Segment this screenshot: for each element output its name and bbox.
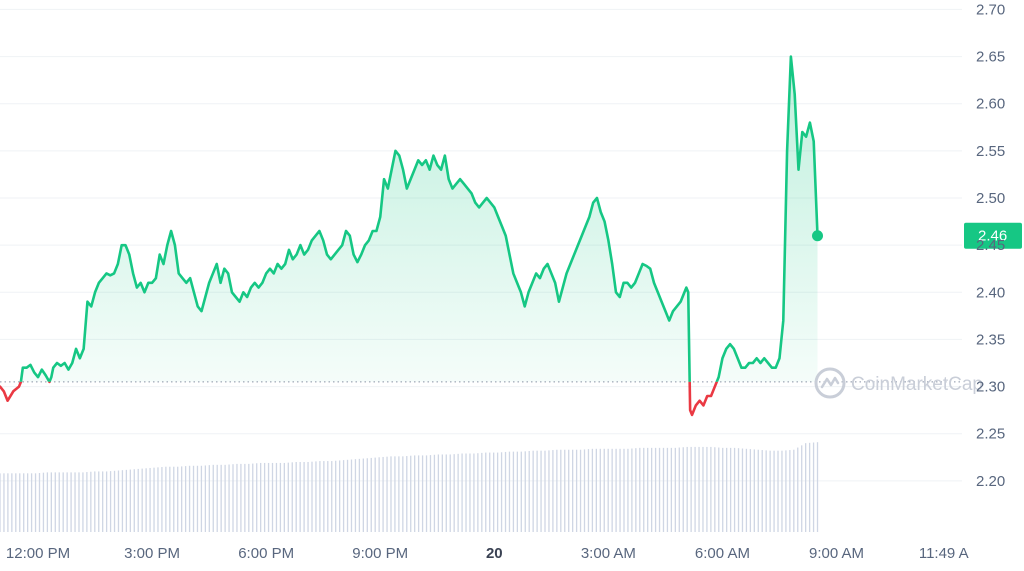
x-axis: 12:00 PM 3:00 PM 6:00 PM 9:00 PM 20 3:00 AM 6:…: [6, 545, 969, 562]
y-tick-label: 2.45: [976, 237, 1005, 254]
watermark: CoinMarketCap: [814, 367, 983, 399]
x-tick-label: 20: [486, 545, 503, 562]
current-price-label: 2.46: [978, 228, 1007, 245]
y-tick-label: 2.30: [976, 379, 1005, 396]
y-tick-label: 2.70: [976, 1, 1005, 18]
x-tick-label: 3:00 AM: [581, 545, 636, 562]
x-tick-label: 11:49 A: [919, 545, 969, 562]
price-area-fill: [20, 56, 818, 382]
price-line-up: [19, 55, 819, 382]
volume-bars: [0, 442, 819, 532]
y-tick-label: 2.25: [976, 426, 1005, 443]
x-tick-label: 12:00 PM: [6, 545, 70, 562]
y-tick-label: 2.65: [976, 49, 1005, 66]
y-tick-label: 2.35: [976, 331, 1005, 348]
x-tick-label: 9:00 PM: [352, 545, 408, 562]
x-tick-label: 6:00 AM: [695, 545, 750, 562]
x-tick-label: 9:00 AM: [809, 545, 864, 562]
y-tick-label: 2.55: [976, 143, 1005, 160]
watermark-text: CoinMarketCap: [851, 374, 983, 395]
y-tick-label: 2.40: [976, 284, 1005, 301]
y-axis: 2.20 2.25 2.30 2.35 2.40 2.45 2.50 2.55 2.60 2.65…: [976, 1, 1005, 489]
price-line-up-path: [19, 55, 819, 382]
coinmarketcap-logo-icon: [814, 367, 846, 399]
y-tick-label: 2.60: [976, 96, 1005, 113]
y-tick-label: 2.50: [976, 190, 1005, 207]
current-price-dot: [812, 230, 824, 242]
x-tick-label: 6:00 PM: [238, 545, 294, 562]
current-price-tag-bg: [964, 222, 1022, 249]
price-area: [20, 56, 818, 382]
y-tick-label: 2.20: [976, 473, 1005, 490]
x-tick-label: 3:00 PM: [124, 545, 180, 562]
current-price-tag: 2.46: [964, 222, 1022, 249]
